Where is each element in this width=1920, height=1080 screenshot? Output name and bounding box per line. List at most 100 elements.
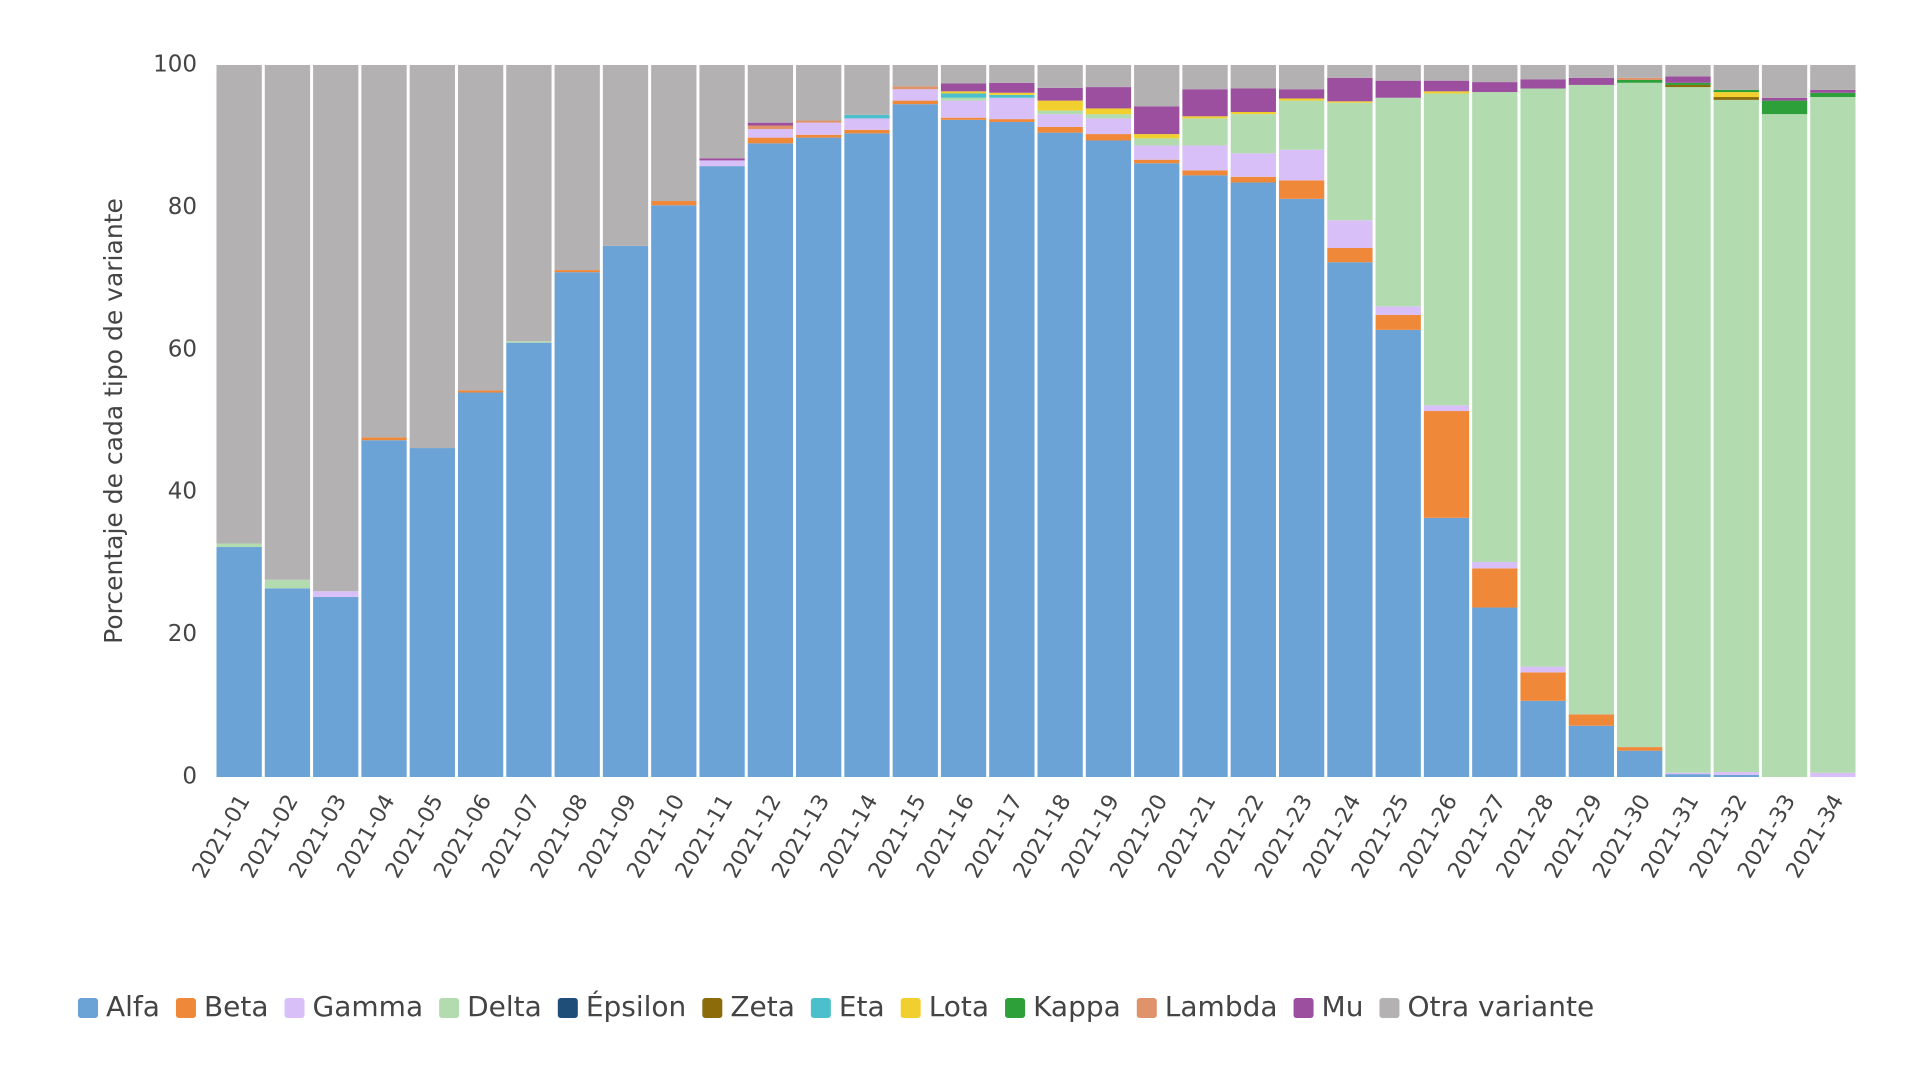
- bar-segment: [361, 437, 407, 441]
- bar-segment: [1037, 110, 1083, 115]
- bar-segment: [796, 120, 842, 123]
- legend-label: Alfa: [106, 990, 160, 1023]
- legend-swatch: [1379, 998, 1400, 1018]
- bar-segment: [651, 65, 697, 201]
- bar-segment: [1810, 772, 1856, 777]
- bar-segment: [1037, 132, 1083, 777]
- bar-segment: [1278, 98, 1325, 101]
- bar-segment: [989, 65, 1035, 83]
- bar-segment: [1278, 89, 1325, 99]
- bar-segment: [506, 341, 552, 343]
- bar-segment: [747, 65, 794, 123]
- bar-segment: [1713, 97, 1759, 100]
- legend-swatch: [557, 998, 578, 1018]
- bar-segment: [747, 125, 794, 130]
- bar-segment: [1423, 91, 1470, 94]
- bar-segment: [1327, 262, 1373, 777]
- bar-segment: [1327, 102, 1373, 221]
- bar-segment: [313, 596, 359, 777]
- bar-segment: [1375, 65, 1421, 81]
- bar-segment: [1568, 65, 1615, 78]
- legend-item: Otra variante: [1379, 990, 1594, 1023]
- y-axis-label: Porcentaje de cada tipo de variante: [99, 198, 128, 644]
- legend-label: Eta: [839, 990, 885, 1023]
- bar-segment: [1520, 672, 1566, 701]
- bar-segment: [216, 547, 262, 777]
- bar-segment: [989, 94, 1035, 98]
- bar-segment: [1423, 411, 1470, 518]
- legend-swatch: [439, 998, 460, 1018]
- bar-segment: [1278, 100, 1325, 150]
- bar-segment: [1472, 561, 1518, 569]
- bar-segment: [1665, 82, 1711, 85]
- bar-segment: [1230, 176, 1276, 183]
- bar-segment: [1520, 79, 1566, 89]
- bar-segment: [796, 137, 842, 777]
- bar-segment: [1037, 114, 1083, 127]
- bar-segment: [1472, 82, 1518, 93]
- bar-segment: [1085, 140, 1132, 778]
- bar-segment: [1230, 153, 1276, 177]
- bar-segment: [1761, 65, 1808, 98]
- legend-swatch: [78, 998, 98, 1018]
- legend-item: Lota: [900, 990, 989, 1023]
- bar-segment: [554, 65, 600, 271]
- bar-segment: [264, 588, 311, 777]
- legend-item: Alfa: [78, 990, 160, 1023]
- bar-segment: [989, 121, 1035, 777]
- legend-swatch: [1136, 998, 1157, 1018]
- bar-segment: [1472, 92, 1518, 562]
- bar-segment: [796, 65, 842, 121]
- bar-segment: [844, 65, 890, 115]
- bar-segment: [1520, 700, 1566, 777]
- bar-segment: [940, 97, 987, 101]
- bar-segment: [457, 65, 504, 391]
- bar-segment: [313, 65, 359, 592]
- bar-segment: [699, 158, 745, 161]
- legend-item: Gamma: [284, 990, 423, 1023]
- bar-segment: [1810, 65, 1856, 90]
- bar-segment: [747, 129, 794, 138]
- legend-label: Épsilon: [586, 989, 687, 1023]
- bar-segment: [1037, 100, 1083, 111]
- bar-segment: [1520, 666, 1566, 673]
- bar-segment: [1230, 182, 1276, 778]
- bar-segment: [1375, 97, 1421, 307]
- bar-segment: [1182, 170, 1228, 176]
- y-tick-label: 40: [168, 479, 197, 505]
- bar-segment: [796, 134, 842, 138]
- bar-segment: [1182, 89, 1228, 117]
- bar-segment: [602, 245, 649, 777]
- bar-segment: [1568, 84, 1615, 715]
- bar-segment: [1713, 89, 1759, 93]
- legend-swatch: [702, 998, 723, 1018]
- legend-label: Lambda: [1165, 990, 1278, 1023]
- legend-swatch: [284, 998, 305, 1018]
- bar-segment: [892, 104, 938, 777]
- bar-segment: [1665, 772, 1711, 775]
- bar-segment: [554, 270, 600, 273]
- bar-segment: [1327, 220, 1373, 248]
- bar-segment: [313, 591, 359, 597]
- bar-segment: [1761, 114, 1808, 778]
- bar-segment: [892, 65, 938, 87]
- bar-segment: [1182, 65, 1228, 90]
- bar-segment: [457, 390, 504, 393]
- bar-segment: [892, 89, 938, 101]
- bar-segment: [264, 65, 311, 580]
- bar-segment: [1134, 106, 1180, 135]
- bar-segment: [264, 579, 311, 589]
- bar-segment: [844, 129, 890, 134]
- bar-segment: [1568, 714, 1615, 726]
- y-tick-label: 0: [182, 764, 197, 790]
- bar-segment: [892, 86, 938, 90]
- legend-item: Lambda: [1136, 990, 1278, 1023]
- bar-segment: [1617, 82, 1663, 748]
- bar-segment: [1761, 100, 1808, 115]
- bar-segment: [1037, 87, 1083, 101]
- legend-item: Delta: [439, 990, 542, 1023]
- legend-item: Kappa: [1005, 990, 1121, 1023]
- legend-item: Épsilon: [557, 989, 687, 1023]
- bar-segment: [1134, 145, 1180, 160]
